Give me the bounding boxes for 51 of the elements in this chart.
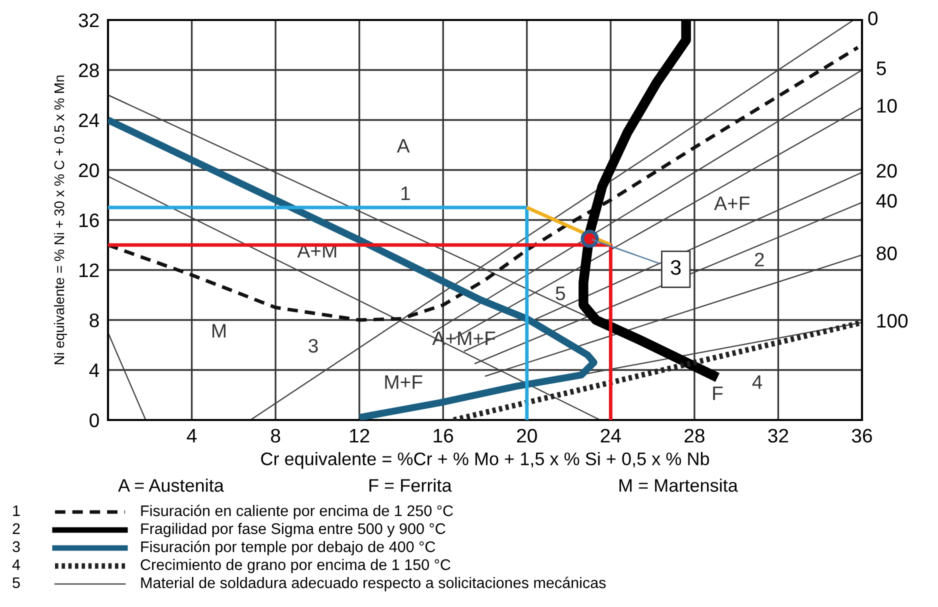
x-tick-label: 4	[186, 429, 197, 442]
text: 5	[12, 577, 20, 588]
annotation: 2	[754, 252, 764, 266]
x-tick-label: 36	[852, 428, 872, 443]
x-tick-label: 8	[270, 428, 280, 443]
text: 1	[13, 505, 20, 516]
y-tick-label: 28	[79, 63, 99, 78]
x-tick-label: 24	[600, 428, 621, 442]
text: 3	[12, 541, 20, 552]
y-tick-label: 32	[78, 13, 99, 28]
legend-label: Fisuración en caliente por encima de 1 250 °C	[141, 504, 453, 520]
x-tick-label: 16	[434, 428, 454, 443]
annotation: F	[713, 386, 723, 400]
annotation: 20	[876, 164, 897, 178]
annotation: 4	[752, 375, 762, 389]
legend-label: Fisuración por temple por debajo de 400 °C	[141, 540, 436, 556]
annotation: 3	[308, 338, 318, 353]
annotation: 1	[401, 186, 410, 200]
y-tick-label: 24	[79, 113, 100, 128]
x-tick-label: 32	[768, 428, 788, 443]
y-tick-label: 20	[79, 163, 99, 178]
y-axis-title: Ni equivalente = % Ni + 30 x % C + 0.5 x % Mn	[54, 76, 67, 364]
y-tick-label: 12	[80, 263, 99, 278]
annotation: A+F	[714, 196, 750, 210]
annotation: 40	[876, 194, 897, 208]
y-tick-label: 16	[80, 213, 99, 228]
text: 2	[12, 523, 20, 534]
y-tick-label: 8	[90, 313, 99, 328]
text: 4	[12, 559, 20, 570]
annotation: M	[212, 324, 226, 338]
legend-label: Material de soldadura adecuado respecto a solicitaciones mecánicas	[141, 576, 606, 592]
y-tick-label: 4	[89, 364, 100, 378]
annotation: 80	[876, 246, 897, 260]
x-tick-label: 28	[684, 428, 704, 443]
text: F = Ferrita	[369, 478, 452, 492]
legend-label: Crecimiento de grano por encima de 1 150 °C	[140, 558, 450, 574]
x-axis-title: Cr equivalente = %Cr + % Mo + 1,5 x % Si + 0,5 x % Nb	[261, 452, 710, 469]
y-tick-label: 0	[90, 413, 99, 428]
x-tick-label: 12	[350, 428, 370, 442]
annotation: M+F	[385, 375, 422, 389]
annotation: 5	[876, 62, 886, 76]
annotation: A	[396, 139, 410, 153]
annotation: 100	[877, 314, 908, 328]
text: A = Austenita	[118, 478, 224, 492]
annotation: 5	[556, 286, 565, 300]
text: M = Martensita	[619, 478, 738, 492]
annotation: 10	[877, 98, 897, 113]
annotation: 3	[670, 260, 681, 275]
legend-label: Fragilidad por fase Sigma entre 500 y 900 °C	[141, 522, 446, 538]
x-tick-label: 20	[517, 428, 537, 443]
annotation: 0	[868, 11, 878, 26]
